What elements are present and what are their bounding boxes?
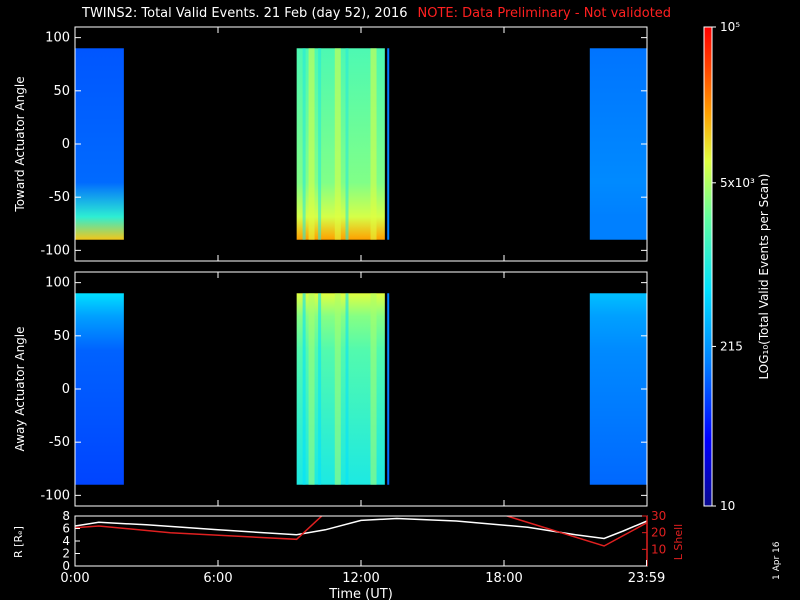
- away-streak: [318, 293, 322, 485]
- colorbar-tick-label: 5x10³: [720, 176, 755, 190]
- colorbar-tick-label: 215: [720, 339, 743, 353]
- away-ytick-label: 50: [53, 329, 70, 344]
- r-ytick-label: 2: [62, 547, 70, 561]
- x-axis-label: Time (UT): [328, 587, 393, 600]
- r-ytick-label: 4: [62, 534, 70, 548]
- toward-ytick-label: -100: [40, 243, 70, 258]
- l-shell-series-line: [75, 516, 647, 547]
- toward-ytick-label: -50: [49, 190, 70, 205]
- away-streak: [370, 293, 377, 485]
- colorbar-label: LOG₁₀(Total Valid Events per Scan): [757, 174, 771, 380]
- away-ylabel: Away Actuator Angle: [13, 326, 27, 451]
- away-data-block: [387, 293, 390, 485]
- xtick-label: 12:00: [342, 571, 379, 586]
- away-streak: [345, 293, 349, 485]
- r-series-line: [75, 517, 647, 540]
- xtick-label: 23:59: [628, 571, 665, 586]
- away-data-block: [589, 293, 647, 485]
- l-ytick-label: 10: [651, 542, 666, 556]
- toward-streak: [345, 48, 349, 240]
- run-date: 1 Apr 16: [772, 541, 782, 580]
- toward-ytick-label: 0: [62, 137, 70, 152]
- xtick-label: 6:00: [203, 571, 232, 586]
- away-ytick-label: 0: [62, 382, 70, 397]
- colorbar-tick-label: 10: [720, 499, 735, 513]
- chart-title: TWINS2: Total Valid Events. 21 Feb (day …: [82, 6, 408, 21]
- xtick-label: 0:00: [60, 571, 89, 586]
- toward-streak: [318, 48, 322, 240]
- away-streak: [334, 293, 341, 485]
- l-ytick-label: 30: [651, 509, 666, 523]
- colorbar: [703, 26, 713, 507]
- away-ytick-label: 100: [45, 276, 70, 291]
- toward-streak: [370, 48, 377, 240]
- away-streak: [308, 293, 315, 485]
- l-shell-axis-label: L Shell: [672, 524, 685, 560]
- toward-ytick-label: 100: [45, 31, 70, 46]
- toward-ylabel: Toward Actuator Angle: [13, 76, 27, 212]
- toward-data-block: [75, 48, 124, 240]
- away-ytick-label: -50: [49, 435, 70, 450]
- away-data-block: [75, 293, 124, 485]
- colorbar-tick-label: 10⁵: [720, 20, 740, 34]
- away-streak: [302, 293, 306, 485]
- l-ytick-label: 20: [651, 526, 666, 540]
- preliminary-note: NOTE: Data Preliminary - Not validoted: [417, 6, 672, 21]
- toward-streak: [302, 48, 306, 240]
- away-ytick-label: -100: [40, 488, 70, 503]
- r-ytick-label: 6: [62, 522, 70, 536]
- toward-ytick-label: 50: [53, 84, 70, 99]
- xtick-label: 18:00: [485, 571, 522, 586]
- toward-data-block: [387, 48, 390, 240]
- toward-streak: [334, 48, 341, 240]
- r-axis-label: R [Rₑ]: [12, 526, 25, 558]
- r-ytick-label: 8: [62, 509, 70, 523]
- orbit-plot-area: [75, 516, 647, 566]
- r-ytick-label: 0: [62, 559, 70, 573]
- title: TWINS2: Total Valid Events. 21 Feb (day …: [82, 6, 671, 21]
- toward-streak: [308, 48, 315, 240]
- toward-data-block: [589, 48, 647, 240]
